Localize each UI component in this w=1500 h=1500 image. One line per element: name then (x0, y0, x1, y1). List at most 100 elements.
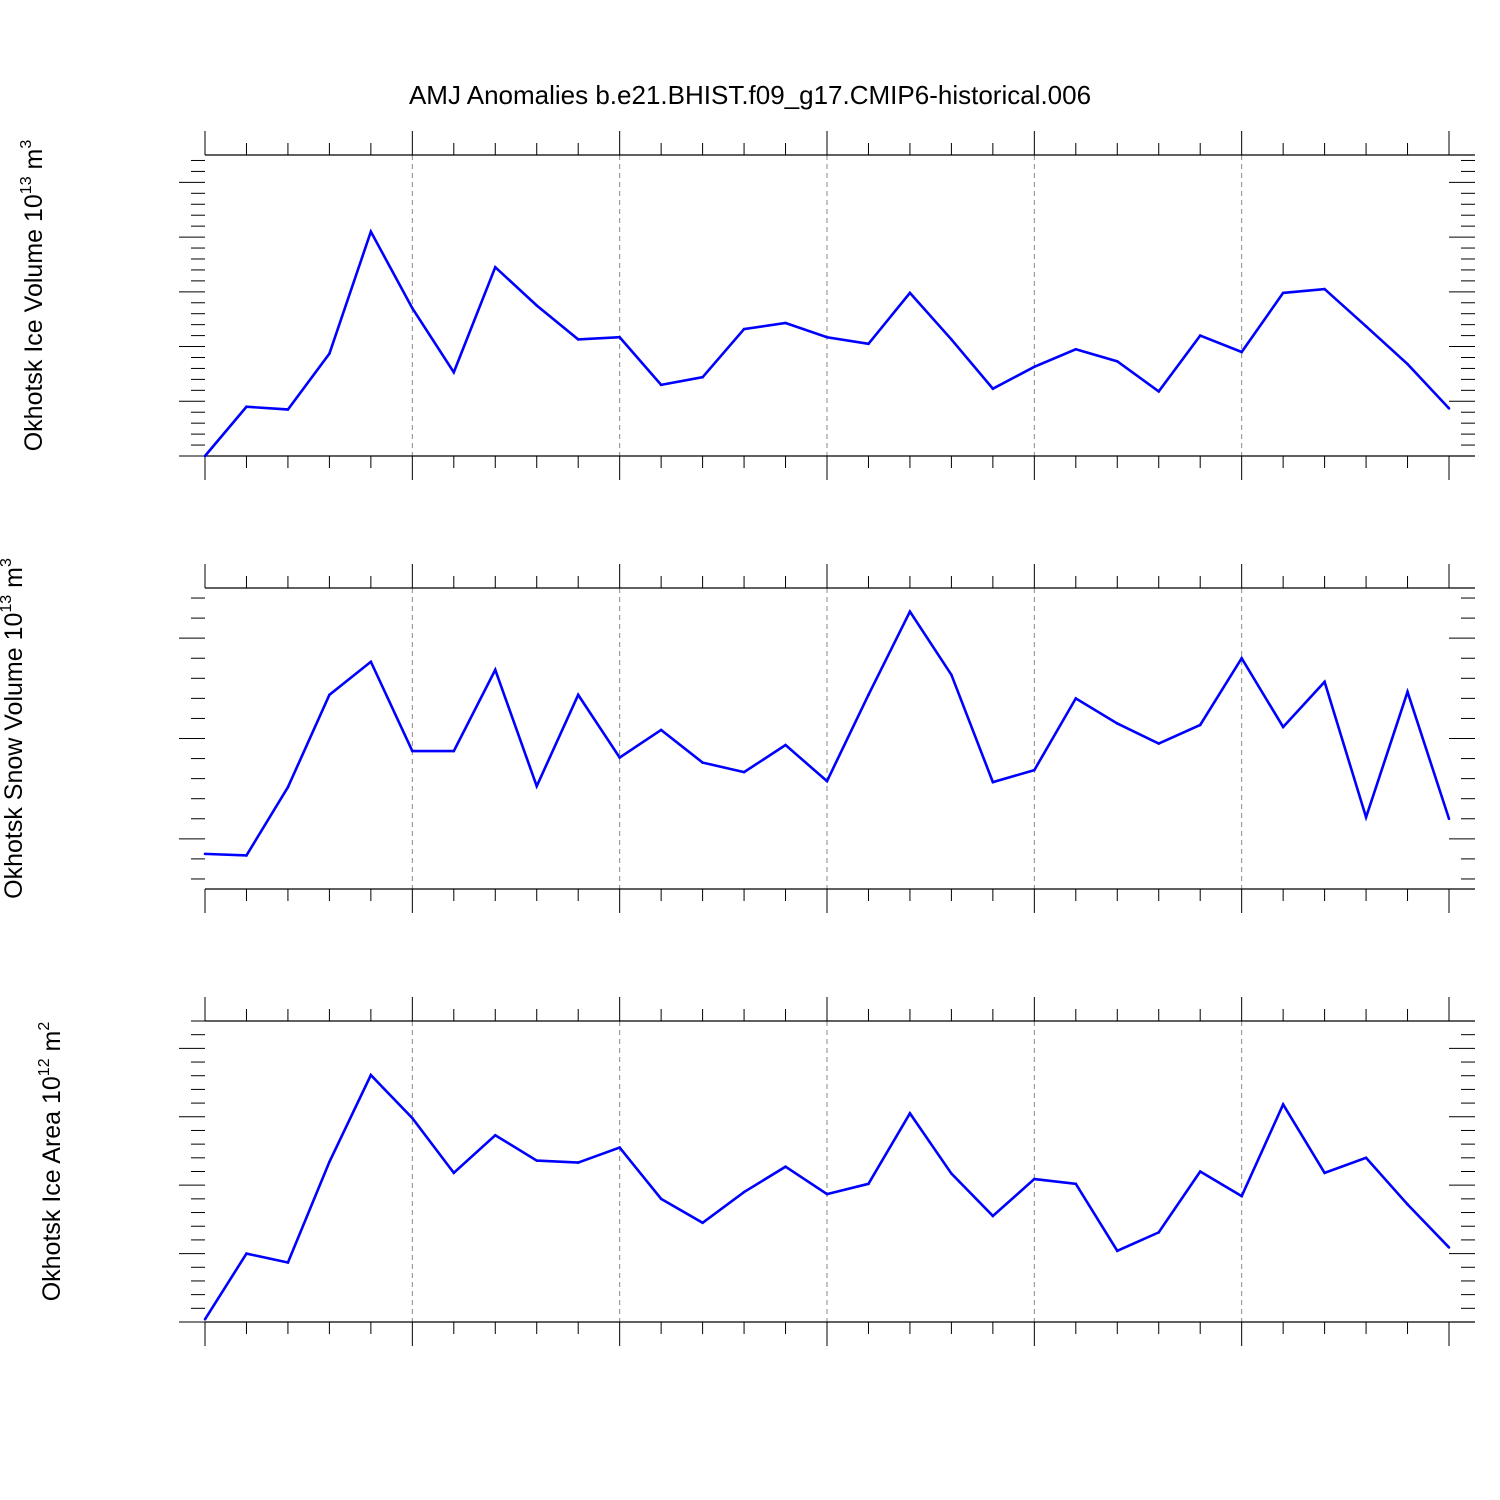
data-point (411, 306, 414, 310)
data-point (659, 728, 663, 732)
data-point (825, 1192, 829, 1196)
y-axis-label-part: Okhotsk Ice Volume 10 (20, 194, 48, 451)
data-point (1115, 1249, 1119, 1253)
data-point (701, 761, 704, 764)
data-point (411, 1116, 414, 1120)
data-point (867, 1182, 870, 1186)
data-point (1281, 725, 1285, 729)
data-point (493, 668, 497, 672)
y-axis-label-part: m (0, 567, 28, 595)
data-point (618, 335, 621, 339)
data-point (1033, 365, 1036, 369)
data-point (784, 1165, 787, 1169)
data-point (1447, 1246, 1451, 1249)
data-point (742, 327, 746, 331)
data-point (1074, 697, 1078, 700)
data-point (203, 454, 207, 458)
data-point (411, 749, 414, 753)
data-point (203, 852, 207, 856)
y-axis-label-superscript: 13 (0, 595, 15, 613)
data-point (908, 1112, 912, 1115)
data-point (369, 660, 373, 664)
data-point (1074, 1182, 1078, 1186)
data-point (1406, 362, 1409, 366)
data-point (1033, 768, 1036, 772)
data-point (1281, 291, 1285, 295)
data-point (452, 370, 456, 374)
data-point (576, 338, 580, 341)
data-point (867, 693, 870, 697)
data-point (742, 770, 746, 774)
data-point (286, 1261, 290, 1264)
y-axis-label-part: Okhotsk Snow Volume 10 (0, 613, 28, 899)
data-point (950, 338, 953, 341)
data-point (1198, 1170, 1202, 1173)
data-point (1198, 334, 1202, 337)
data-point (618, 756, 621, 759)
data-point (1240, 656, 1243, 660)
data-point (701, 1221, 704, 1225)
data-point (1074, 347, 1078, 351)
figure-title: AMJ Anomalies b.e21.BHIST.f09_g17.CMIP6-… (409, 80, 1091, 110)
y-axis-label-part: m (20, 149, 48, 177)
data-point (1115, 722, 1119, 725)
data-point (535, 304, 539, 307)
data-point (1447, 407, 1451, 410)
data-point (1364, 815, 1368, 819)
data-point (1323, 680, 1326, 684)
data-point (701, 375, 704, 379)
y-axis-label-superscript: 3 (18, 140, 35, 149)
data-point (286, 408, 290, 411)
y-axis-label-part: m (38, 1031, 66, 1059)
data-point (1364, 324, 1368, 328)
data-point (1323, 1171, 1326, 1175)
data-point (369, 230, 373, 233)
y-axis-label-superscript: 13 (18, 176, 35, 194)
data-point (1364, 1156, 1368, 1160)
data-point (328, 352, 331, 355)
data-point (991, 387, 995, 390)
panel-2: Okhotsk Snow Volume 1013 m3 (0, 558, 1475, 913)
data-point (1406, 690, 1409, 694)
data-point (1115, 360, 1119, 363)
data-point (493, 265, 497, 269)
y-axis-label: Okhotsk Snow Volume 1013 m3 (0, 558, 28, 899)
data-point (784, 743, 787, 747)
data-point (1240, 1194, 1243, 1198)
data-point (991, 780, 995, 784)
data-point (1240, 350, 1243, 354)
y-axis-label-superscript: 2 (36, 1022, 53, 1031)
data-point (1447, 817, 1451, 821)
data-point (991, 1214, 995, 1218)
data-point (535, 784, 539, 788)
data-point (1198, 723, 1202, 727)
panel-1: Okhotsk Ice Volume 1013 m3 (18, 131, 1475, 480)
data-point (1323, 287, 1326, 291)
data-point (328, 1160, 331, 1164)
data-point (452, 749, 456, 753)
data-point (867, 342, 870, 346)
data-point (659, 383, 663, 387)
data-point (286, 785, 290, 789)
data-point (784, 321, 787, 325)
data-point (659, 1197, 663, 1201)
data-point (1157, 390, 1161, 393)
y-axis-label-part: Okhotsk Ice Area 10 (38, 1076, 66, 1301)
data-point (452, 1171, 456, 1175)
data-point (908, 291, 912, 295)
data-point (908, 610, 912, 613)
y-axis-label-superscript: 3 (0, 558, 15, 567)
y-axis-label: Okhotsk Ice Volume 1013 m3 (18, 140, 48, 452)
panel-3: Okhotsk Ice Area 1012 m2 (36, 997, 1475, 1346)
data-point (1033, 1177, 1036, 1181)
data-point (1157, 1231, 1161, 1234)
data-point (203, 1317, 207, 1321)
data-point (576, 693, 580, 697)
data-point (369, 1073, 373, 1077)
data-point (328, 693, 331, 697)
data-point (245, 1252, 248, 1255)
data-point (1281, 1103, 1285, 1106)
